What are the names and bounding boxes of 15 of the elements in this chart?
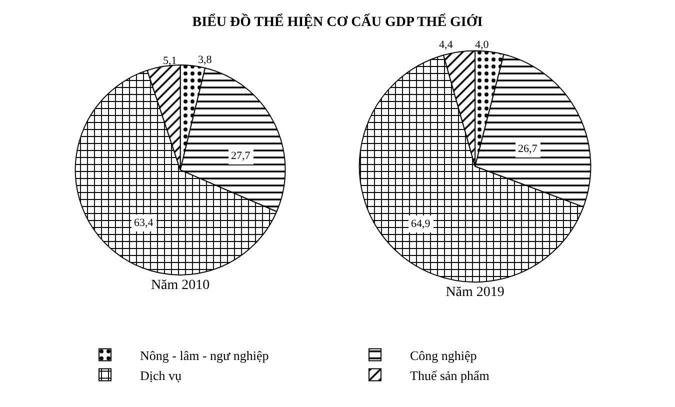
data-label: 4,0 xyxy=(475,39,490,51)
slice-label: Năm 2010 xyxy=(150,278,210,293)
legend-label: Dịch vụ xyxy=(140,368,182,383)
data-label: 3,8 xyxy=(198,54,212,66)
data-label: 63,4 xyxy=(134,217,154,229)
legend-label: Công nghiệp xyxy=(410,348,477,363)
chart-title: BIỂU ĐỒ THỂ HIỆN CƠ CẤU GDP THẾ GIỚI xyxy=(192,13,483,30)
slice-label: Năm 2019 xyxy=(446,285,504,300)
data-label: 5,1 xyxy=(163,55,177,67)
data-label: 64,9 xyxy=(411,218,431,230)
legend-label: Nông - lâm - ngư nghiệp xyxy=(140,348,269,363)
legend-label: Thuế sản phẩm xyxy=(410,368,490,383)
data-label: 26,7 xyxy=(518,143,538,155)
data-label: 27,7 xyxy=(231,150,251,162)
data-label: 4,4 xyxy=(439,39,454,51)
